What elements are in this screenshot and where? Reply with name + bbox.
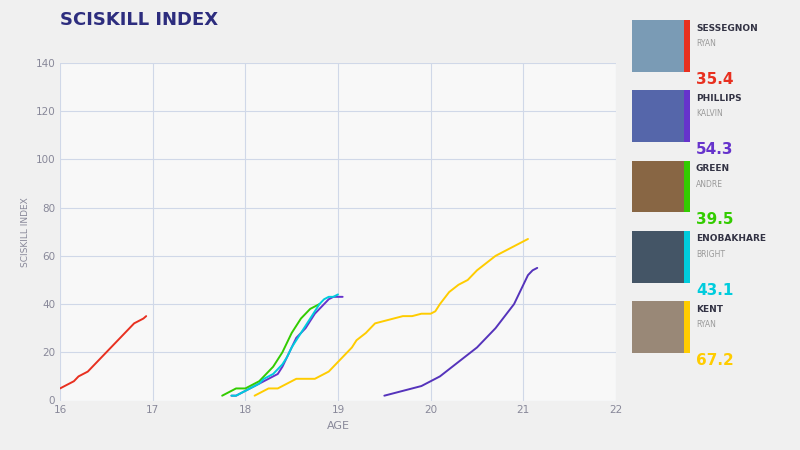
X-axis label: AGE: AGE [326, 421, 350, 431]
Text: ANDRE: ANDRE [696, 180, 723, 189]
Text: PHILLIPS: PHILLIPS [696, 94, 742, 103]
Y-axis label: SCISKILL INDEX: SCISKILL INDEX [21, 197, 30, 266]
Text: SCISKILL INDEX: SCISKILL INDEX [60, 11, 218, 29]
Text: GREEN: GREEN [696, 164, 730, 173]
Text: 39.5: 39.5 [696, 212, 734, 227]
Text: KENT: KENT [696, 305, 723, 314]
Text: SESSEGNON: SESSEGNON [696, 24, 758, 33]
Text: 35.4: 35.4 [696, 72, 734, 87]
Text: KALVIN: KALVIN [696, 109, 722, 118]
Text: 67.2: 67.2 [696, 353, 734, 368]
Text: RYAN: RYAN [696, 320, 716, 329]
Text: RYAN: RYAN [696, 39, 716, 48]
Text: BRIGHT: BRIGHT [696, 250, 725, 259]
Text: ENOBAKHARE: ENOBAKHARE [696, 234, 766, 243]
Text: 54.3: 54.3 [696, 142, 734, 157]
Text: 43.1: 43.1 [696, 283, 734, 297]
